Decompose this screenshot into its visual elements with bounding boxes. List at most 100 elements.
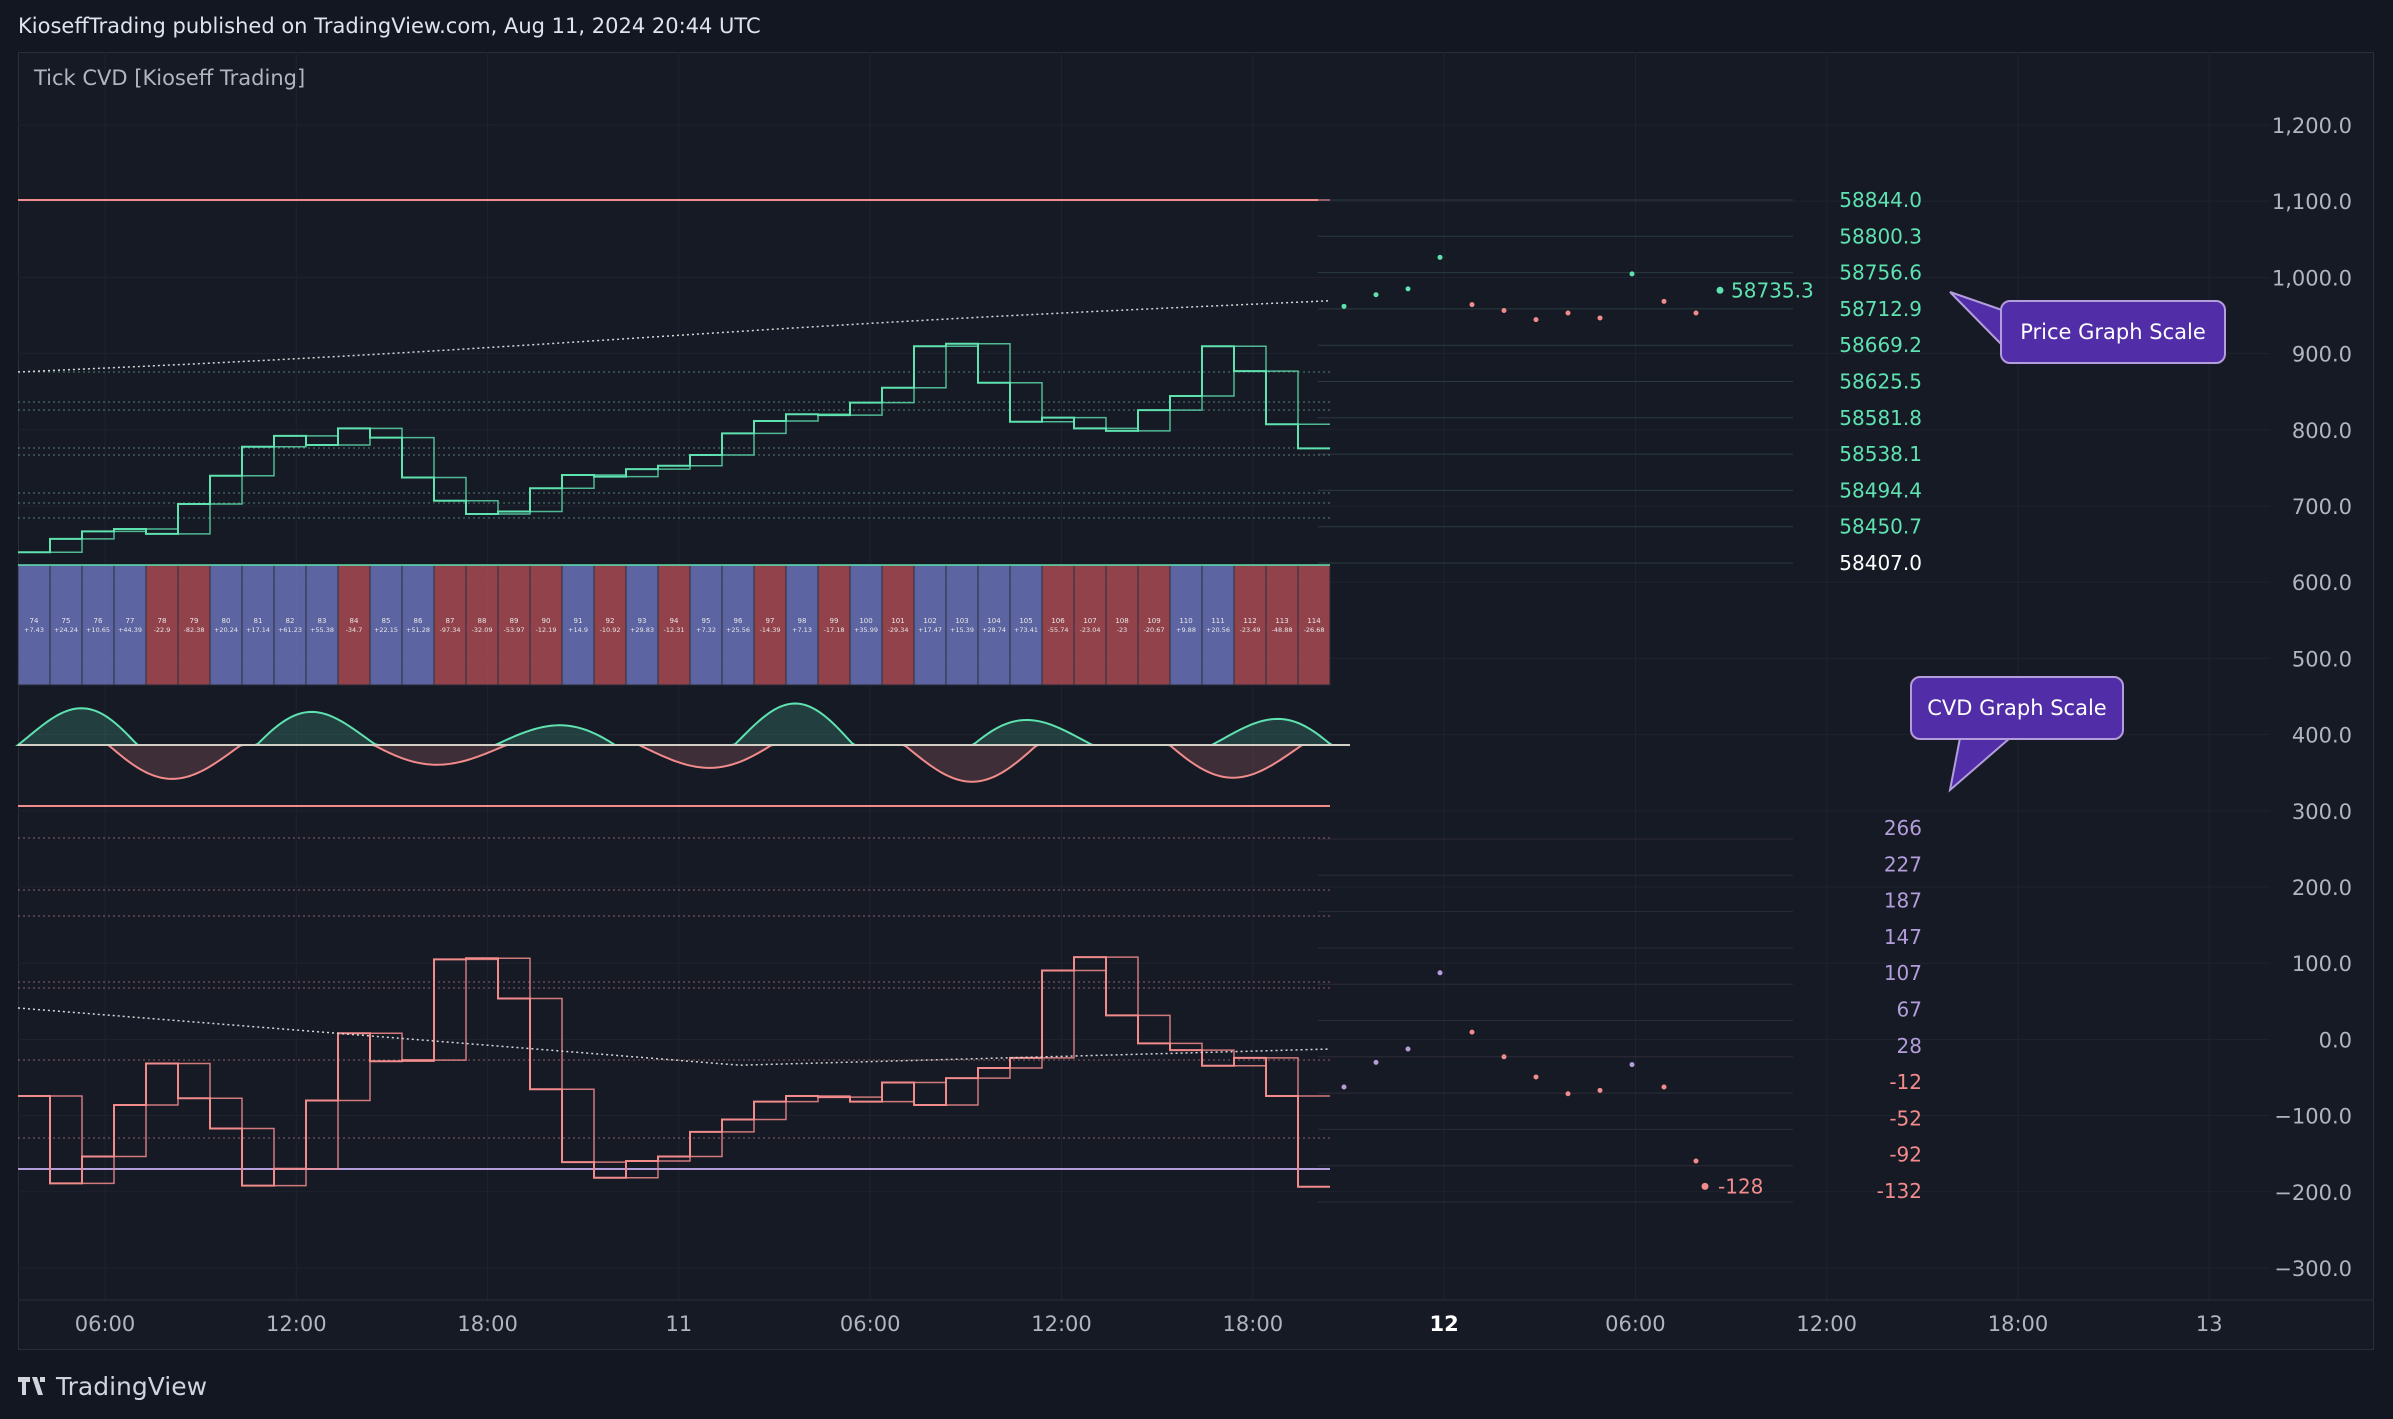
right-axis-tick-label: 800.0	[2292, 419, 2352, 443]
price-scale-label: 58669.2	[1839, 333, 1922, 357]
delta-cell-value: -23.49	[1240, 626, 1261, 634]
delta-cell	[177, 564, 211, 686]
delta-cell-value: +44.39	[118, 626, 142, 634]
delta-cell-index: 80	[222, 617, 231, 625]
delta-cell	[1137, 564, 1171, 686]
cvd-current-dot	[1701, 1182, 1709, 1190]
right-axis-tick-label: 700.0	[2292, 495, 2352, 519]
delta-cell-index: 77	[126, 617, 135, 625]
delta-cell-value: +61.23	[278, 626, 302, 634]
cvd-step-line	[18, 956, 1330, 1188]
delta-cell-value: +10.65	[86, 626, 110, 634]
delta-cell-value: -10.92	[600, 626, 621, 634]
delta-cell	[401, 564, 435, 686]
delta-cell-value: -12.19	[536, 626, 557, 634]
delta-cell	[849, 564, 883, 686]
cvd-forecast-dot	[1533, 1074, 1539, 1080]
price-forecast-dot	[1501, 307, 1507, 313]
delta-cell-value: -82.38	[184, 626, 205, 634]
delta-cell-value: -97.34	[440, 626, 461, 634]
delta-cell-index: 82	[286, 617, 295, 625]
delta-cell	[689, 564, 723, 686]
right-axis-tick-label: 0.0	[2319, 1028, 2352, 1052]
cvd-current-value: -128	[1718, 1174, 1763, 1198]
delta-cell-index: 101	[891, 617, 904, 625]
tradingview-brand[interactable]: TradingView	[18, 1364, 207, 1408]
delta-cell-index: 78	[158, 617, 167, 625]
time-axis-label: 18:00	[457, 1312, 518, 1336]
delta-cell-value: +7.13	[792, 626, 812, 634]
delta-cell-value: -20.67	[1144, 626, 1165, 634]
cvd-forecast-dot	[1405, 1046, 1411, 1052]
delta-cell-index: 107	[1083, 617, 1096, 625]
delta-cell-value: -17.18	[824, 626, 845, 634]
right-axis-tick-label: −300.0	[2274, 1257, 2352, 1281]
delta-cell-index: 76	[94, 617, 103, 625]
price-scale-label: 58407.0	[1839, 551, 1922, 575]
delta-cell	[1265, 564, 1299, 686]
cvd-scale-label: 28	[1897, 1034, 1922, 1058]
delta-cell-value: +7.32	[696, 626, 716, 634]
delta-cell-index: 88	[478, 617, 487, 625]
delta-cell-value: +9.88	[1176, 626, 1196, 634]
cvd-step-line-lagged	[18, 956, 1330, 1187]
cvd-graph-scale-callout: CVD Graph Scale	[1910, 676, 2124, 740]
cvd-scale-label: -132	[1877, 1179, 1922, 1203]
delta-cell-value: -29.34	[888, 626, 909, 634]
cvd-scale-label: -92	[1889, 1143, 1922, 1167]
delta-cell	[913, 564, 947, 686]
delta-cell-value: -34.7	[346, 626, 363, 634]
delta-cell	[1201, 564, 1235, 686]
price-scale-label: 58538.1	[1839, 442, 1922, 466]
delta-cell-index: 106	[1051, 617, 1065, 625]
cvd-scale-label: 147	[1884, 925, 1922, 949]
delta-cell	[561, 564, 595, 686]
cvd-scale-label: -12	[1889, 1070, 1922, 1094]
delta-cell-value: -26.68	[1304, 626, 1325, 634]
delta-cell-index: 87	[446, 617, 455, 625]
delta-cell-value: -48.88	[1272, 626, 1293, 634]
time-axis-label: 12:00	[266, 1312, 327, 1336]
oscillator-negative-wave	[18, 744, 1350, 783]
delta-cell	[337, 564, 371, 686]
time-axis-label: 18:00	[1223, 1312, 1284, 1336]
delta-cell	[305, 564, 339, 686]
price-forecast-dot	[1437, 254, 1443, 260]
cvd-forecast-dot	[1341, 1084, 1347, 1090]
delta-cell-index: 104	[987, 617, 1001, 625]
delta-cell-value: +28.74	[982, 626, 1006, 634]
delta-cell-index: 95	[702, 617, 711, 625]
delta-cell	[817, 564, 851, 686]
price-scale-label: 58581.8	[1839, 406, 1922, 430]
cvd-forecast-dot	[1437, 970, 1443, 976]
price-callout-pointer	[1949, 291, 2003, 348]
price-scale-label: 58625.5	[1839, 370, 1922, 394]
delta-cell-index: 81	[254, 617, 263, 625]
delta-cell	[785, 564, 819, 686]
delta-cell-value: -55.74	[1048, 626, 1069, 634]
delta-cell	[881, 564, 915, 686]
cvd-forecast-dot	[1501, 1054, 1507, 1060]
delta-cell-index: 94	[670, 617, 679, 625]
delta-cell	[721, 564, 755, 686]
right-axis-tick-label: 1,100.0	[2272, 190, 2352, 214]
price-forecast-dot	[1629, 271, 1635, 277]
indicator-title[interactable]: Tick CVD [Kioseff Trading]	[34, 66, 306, 90]
delta-cell	[657, 564, 691, 686]
oscillator-positive-wave	[15, 702, 1350, 746]
right-axis-tick-label: −200.0	[2274, 1181, 2352, 1205]
right-axis-tick-label: 200.0	[2292, 876, 2352, 900]
cvd-scale-label: 107	[1884, 961, 1922, 985]
price-step-line	[18, 342, 1330, 554]
delta-cell-value: -23.04	[1080, 626, 1101, 634]
delta-cell	[1169, 564, 1203, 686]
price-forecast-dot	[1341, 303, 1347, 309]
price-scale-label: 58800.3	[1839, 224, 1922, 248]
cvd-forecast-dot	[1565, 1091, 1571, 1097]
delta-cell	[81, 564, 115, 686]
price-graph-scale-callout: Price Graph Scale	[2000, 300, 2226, 364]
delta-cell	[113, 564, 147, 686]
right-axis-tick-label: 600.0	[2292, 571, 2352, 595]
delta-cell-index: 98	[798, 617, 807, 625]
